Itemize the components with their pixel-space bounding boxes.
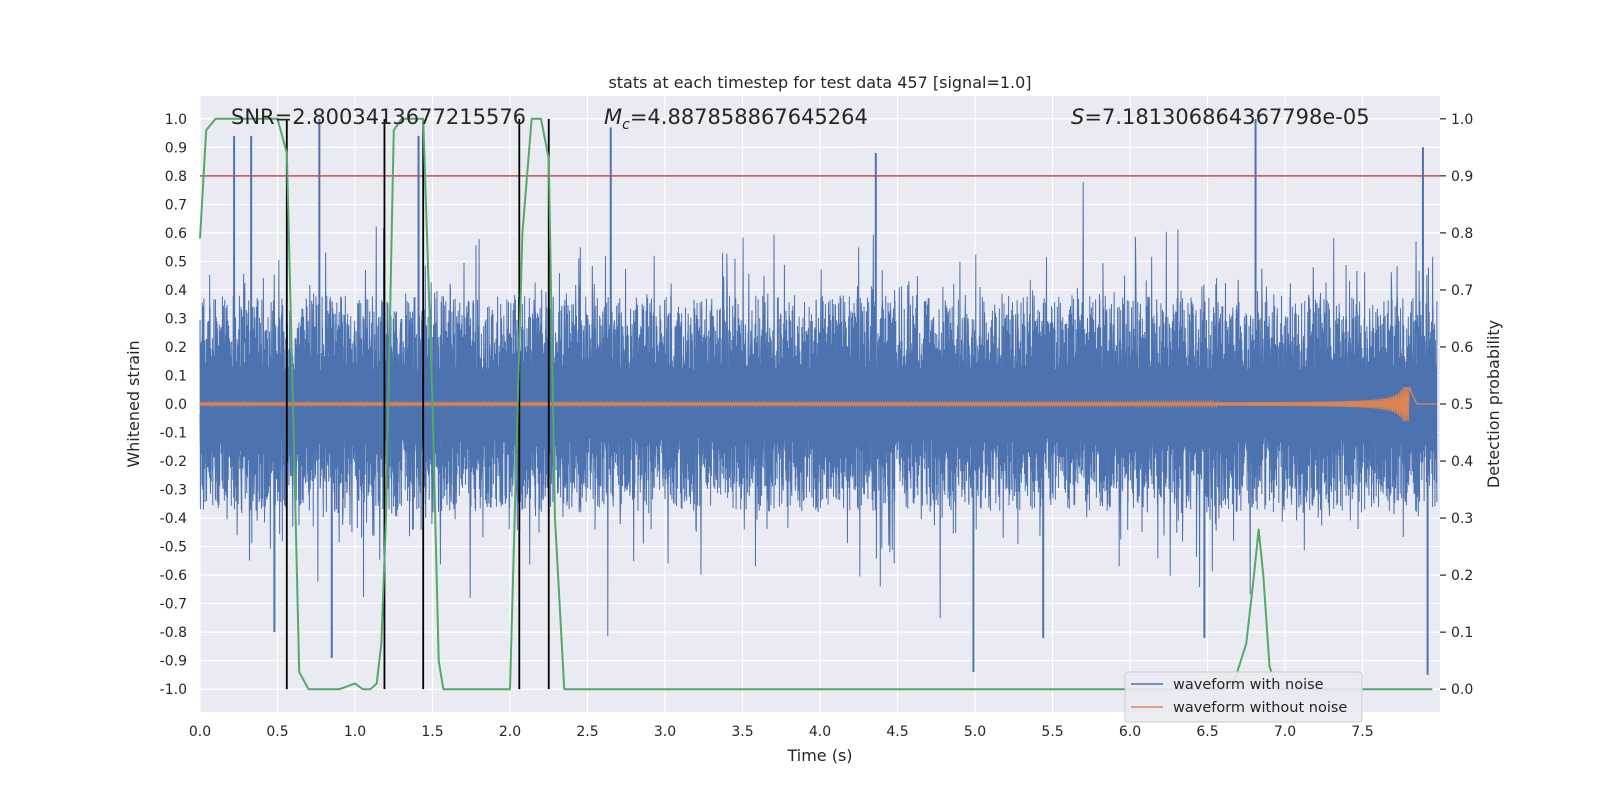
chirp-mass-subscript: c — [622, 117, 630, 133]
y2-tick-label: 0.0 — [1451, 682, 1473, 698]
snr-annotation: SNR=2.8003413677215576 — [231, 105, 526, 129]
y2-axis-ticks: 1.0 0.9 0.8 0.7 0.6 0.5 0.4 0.3 0.2 0.1 0.0 — [1440, 112, 1473, 698]
y2-tick-label: 0.3 — [1451, 511, 1473, 527]
y-tick-label: 0.1 — [165, 368, 187, 384]
y-tick-label: -0.7 — [160, 597, 187, 613]
series-waveform-without-noise — [199, 386, 1437, 422]
y-tick-label: 0.9 — [165, 140, 187, 156]
x-tick-label: 6.0 — [1119, 724, 1141, 740]
s-value: =7.181306864367798e-05 — [1084, 105, 1369, 129]
y-tick-label: -0.1 — [160, 426, 187, 442]
y-tick-label: 0.0 — [165, 397, 187, 413]
series-waveform-with-noise — [199, 118, 1438, 675]
x-axis-ticks: 0.0 0.5 1.0 1.5 2.0 2.5 3.0 3.5 4.0 4.5 5.0 5.5 6.0 6… — [189, 724, 1374, 740]
y-tick-label: -1.0 — [160, 682, 187, 698]
x-tick-label: 4.5 — [886, 724, 908, 740]
chirp-mass-symbol: M — [604, 105, 622, 129]
y2-tick-label: 1.0 — [1451, 112, 1473, 128]
x-tick-label: 3.0 — [654, 724, 676, 740]
y-tick-label: 0.6 — [165, 226, 187, 242]
x-tick-label: 6.5 — [1196, 724, 1218, 740]
y2-tick-label: 0.1 — [1451, 625, 1473, 641]
y-tick-label: 0.4 — [165, 283, 187, 299]
x-tick-label: 1.5 — [421, 724, 443, 740]
y2-tick-label: 0.8 — [1451, 226, 1473, 242]
s-annotation: S=7.181306864367798e-05 — [1071, 105, 1370, 129]
x-tick-label: 1.0 — [344, 724, 366, 740]
y-tick-label: -0.2 — [160, 454, 187, 470]
y-tick-label: -0.4 — [160, 511, 187, 527]
x-tick-label: 7.5 — [1351, 724, 1373, 740]
legend-box — [1124, 671, 1363, 723]
y-tick-label: -0.8 — [160, 625, 187, 641]
x-tick-label: 5.5 — [1041, 724, 1063, 740]
x-tick-label: 3.5 — [731, 724, 753, 740]
y2-tick-label: 0.6 — [1451, 340, 1473, 356]
legend-label-clean: waveform without noise — [1173, 700, 1347, 716]
x-tick-label: 5.0 — [964, 724, 986, 740]
clean-trace — [199, 386, 1437, 422]
y2-tick-label: 0.7 — [1451, 283, 1473, 299]
y-tick-label: 0.7 — [165, 197, 187, 213]
chirp-mass-annotation: Mc=4.887858867645264 — [604, 105, 868, 133]
x-axis-label: Time (s) — [786, 746, 852, 765]
y-tick-label: 0.3 — [165, 311, 187, 327]
y-tick-label: -0.6 — [160, 568, 187, 584]
y-tick-label: -0.9 — [160, 654, 187, 670]
y-axis-label: Whitened strain — [124, 340, 143, 467]
y-axis-ticks: 1.0 0.9 0.8 0.7 0.6 0.5 0.4 0.3 0.2 0.1 0.0 -0.1 -0.… — [160, 112, 187, 698]
legend: waveform with noise waveform without noi… — [1124, 671, 1363, 723]
y-tick-label: -0.3 — [160, 483, 187, 499]
x-tick-label: 7.0 — [1274, 724, 1296, 740]
x-tick-label: 4.0 — [809, 724, 831, 740]
legend-label-noise: waveform with noise — [1173, 677, 1324, 693]
x-tick-label: 0.5 — [266, 724, 288, 740]
x-tick-label: 2.0 — [499, 724, 521, 740]
x-tick-label: 0.0 — [189, 724, 211, 740]
s-symbol: S — [1071, 105, 1084, 129]
noise-trace-core — [199, 295, 1438, 513]
y-tick-label: 0.5 — [165, 254, 187, 270]
x-tick-label: 2.5 — [576, 724, 598, 740]
y-tick-label: 1.0 — [165, 112, 187, 128]
y2-tick-label: 0.9 — [1451, 169, 1473, 185]
event-lines — [285, 118, 550, 690]
y2-axis-label: Detection probability — [1484, 320, 1503, 488]
y2-tick-label: 0.4 — [1451, 454, 1473, 470]
chart-title: stats at each timestep for test data 457… — [608, 73, 1031, 92]
y-tick-label: -0.5 — [160, 540, 187, 556]
chirp-mass-value: =4.887858867645264 — [630, 105, 868, 129]
y2-tick-label: 0.2 — [1451, 568, 1473, 584]
y-tick-label: 0.8 — [165, 169, 187, 185]
y-tick-label: 0.2 — [165, 340, 187, 356]
y2-tick-label: 0.5 — [1451, 397, 1473, 413]
